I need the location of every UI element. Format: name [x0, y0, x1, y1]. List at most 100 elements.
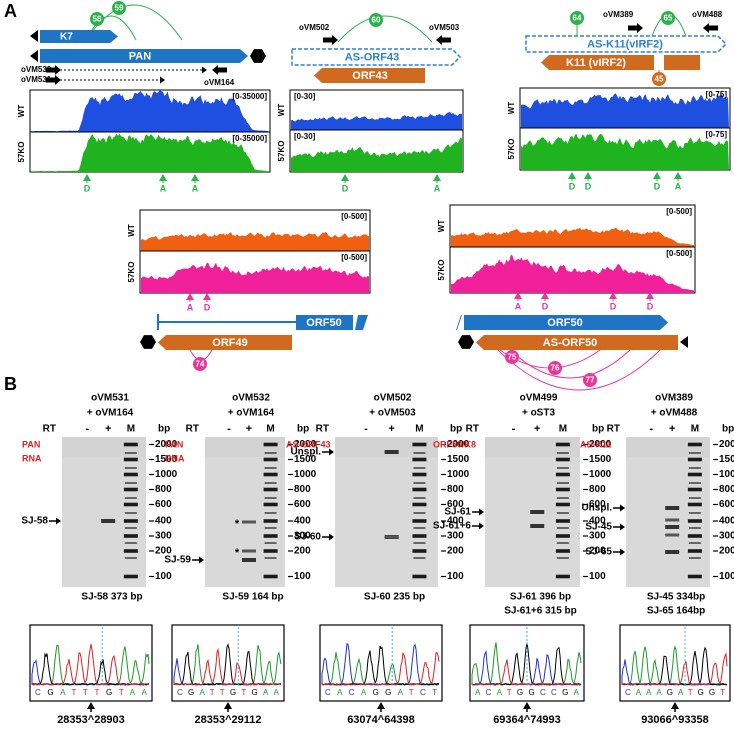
junction-badge: [570, 11, 584, 25]
ladder-band: [264, 512, 277, 514]
panel-label: B: [4, 374, 17, 394]
ladder-band: [688, 512, 701, 514]
ladder-band: [263, 574, 278, 579]
junction-coordinate: 28353^29112: [195, 714, 262, 726]
gene-label: AS-K11(vIRF2): [587, 38, 663, 50]
ladder-band: [124, 452, 137, 454]
site-label: A: [187, 302, 194, 312]
gel-shade: [485, 437, 580, 457]
site-label: A: [515, 301, 522, 311]
band-arrow: [620, 548, 625, 556]
ladder-band: [555, 442, 570, 447]
ladder-band: [555, 487, 570, 492]
ladder-label: 1500: [294, 454, 317, 465]
band-arrow: [56, 517, 61, 525]
ladder-band: [687, 534, 702, 538]
primer-label: oVM532: [232, 393, 270, 404]
coverage: [141, 231, 369, 251]
splice-site: [674, 172, 682, 179]
target-label: ORF50/K8: [433, 439, 476, 449]
ladder-band: [688, 482, 701, 484]
ladder-band: [412, 534, 427, 538]
ladder-label: 800: [447, 484, 464, 495]
site-label: D: [585, 181, 592, 191]
chromatogram-trace: [621, 652, 728, 686]
ladder-band: [556, 527, 569, 529]
gel-header: RT: [466, 424, 479, 435]
splice-site: [159, 174, 167, 181]
junction-coordinate: 93066^93358: [641, 714, 709, 726]
ladder-band: [413, 512, 426, 514]
junction-badge: [583, 373, 597, 387]
primer-label: oVM531: [91, 393, 129, 404]
band-label: SJ-65: [585, 547, 612, 558]
track-label: 57KO: [507, 139, 516, 160]
site-label: D: [654, 181, 661, 191]
band-label: SJ-58: [21, 516, 48, 527]
gel-header: -: [364, 423, 368, 435]
ladder-label: 1500: [447, 454, 470, 465]
ladder-label: 2000: [719, 439, 734, 450]
gel-header: +: [669, 423, 675, 435]
target-label: RNA: [165, 453, 185, 463]
ladder-label: 400: [294, 516, 311, 527]
ladder-band: [124, 512, 137, 514]
junction-coordinate: 69364^74993: [493, 714, 561, 726]
site-label: D: [647, 301, 654, 311]
band-mark: *: [235, 547, 240, 559]
gel-band: [242, 520, 256, 524]
ladder-label: 100: [155, 571, 172, 582]
ladder-band: [687, 487, 702, 492]
ladder-band: [687, 457, 702, 462]
track-range: [0-75]: [706, 90, 728, 99]
splice-site: [653, 172, 661, 179]
gel-header: bp: [297, 424, 309, 435]
band-label: SJ-61: [444, 507, 471, 518]
track-label: 57KO: [17, 142, 26, 163]
ladder-label: 400: [719, 516, 734, 527]
ladder-band: [124, 527, 137, 529]
ladder-band: [688, 497, 701, 499]
ladder-band: [556, 497, 569, 499]
size-caption: SJ-65 164bp: [647, 606, 705, 617]
gel-shade: [335, 437, 438, 457]
label: oVM389: [603, 10, 634, 19]
ladder-label: 800: [294, 484, 311, 495]
ladder-band: [264, 527, 277, 529]
site-label: A: [192, 183, 199, 193]
ladder-label: 400: [155, 516, 172, 527]
ladder-band: [123, 519, 138, 523]
ladder-band: [412, 502, 427, 507]
primer: [703, 23, 709, 33]
ladder-label: 2000: [155, 439, 178, 450]
track-range: [0-500]: [341, 212, 367, 221]
gel-header: M: [127, 424, 135, 435]
ladder-band: [412, 457, 427, 462]
ladder-label: 600: [294, 499, 311, 510]
gel-header: +: [105, 423, 111, 435]
ladder-label: 200: [447, 546, 464, 557]
primer-label: + oVM503: [369, 408, 416, 419]
junction-arrow: [671, 702, 679, 709]
junction-arc: [509, 349, 631, 379]
gene: [464, 315, 668, 330]
junction-badge: [548, 361, 562, 375]
junction-arrow: [377, 702, 385, 709]
amplicon: [202, 66, 207, 74]
ladder-label: 200: [719, 546, 734, 557]
ladder-band: [412, 442, 427, 447]
chromatogram-trace: [471, 659, 582, 686]
splice-site: [541, 292, 549, 299]
panel-label: A: [4, 1, 17, 21]
gene-label: ORF50: [306, 317, 341, 329]
gene-label: K7: [60, 32, 73, 43]
gel-header: RT: [43, 424, 56, 435]
junction-badge: [193, 357, 207, 371]
ladder-label: 600: [155, 499, 172, 510]
primer-label: oVM499: [520, 393, 558, 404]
ladder-band: [556, 482, 569, 484]
primer: [442, 37, 451, 43]
ladder-label: 800: [719, 484, 734, 495]
primer-label: + oVM164: [228, 408, 275, 419]
